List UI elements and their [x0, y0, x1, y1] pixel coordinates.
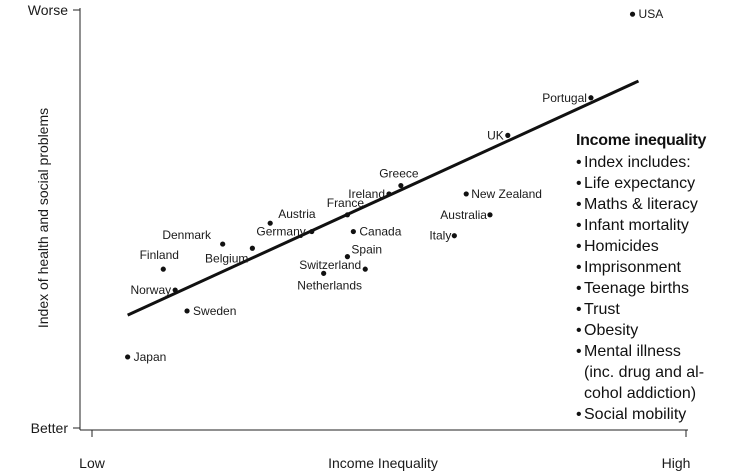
data-point: [309, 228, 315, 235]
legend-list: Index includes: Life expectancy Maths & …: [576, 152, 736, 425]
legend-item: Infant mortality: [576, 215, 736, 236]
y-axis-title: Index of health and social problems: [35, 108, 51, 328]
point-label: UK: [487, 128, 504, 142]
trendline: [127, 79, 640, 317]
legend-item: Teenage births: [576, 278, 736, 299]
point-label: USA: [639, 7, 664, 21]
point-label: Portugal: [542, 91, 587, 105]
legend-item: Imprisonment: [576, 257, 736, 278]
legend-item: Life expectancy: [576, 173, 736, 194]
points-group: USA Portugal UK Greece Ireland New Zealand Fra…: [125, 7, 663, 364]
y-tick-label-high: Worse: [28, 2, 68, 18]
point-label: Spain: [351, 243, 382, 257]
data-point: [350, 228, 356, 235]
legend-item: Maths & literacy: [576, 194, 736, 215]
data-point: [267, 220, 273, 226]
x-tick-label-low: Low: [79, 455, 106, 471]
data-point: [629, 11, 636, 17]
legend-item: Mental illness (inc. drug and al- cohol …: [576, 341, 736, 404]
point-label: Norway: [130, 283, 171, 297]
point-label: Austria: [278, 207, 316, 221]
y-tick-label-low: Better: [31, 420, 69, 436]
data-point: [172, 287, 178, 293]
point-label: France: [327, 196, 365, 210]
data-point: [386, 191, 392, 197]
point-label: Ireland: [348, 187, 385, 201]
data-point: [398, 182, 404, 189]
point-label: Denmark: [162, 228, 212, 242]
data-point: [249, 245, 255, 251]
legend-panel: Income inequality Index includes: Life e…: [576, 132, 736, 425]
point-label: Greece: [379, 167, 419, 181]
point-label: Sweden: [193, 304, 236, 318]
x-axis-title: Income Inequality: [328, 455, 438, 471]
data-point: [321, 270, 327, 276]
point-label: Australia: [440, 208, 487, 222]
axes: Worse Better Low High Income Inequality …: [28, 2, 691, 471]
x-tick-label-high: High: [662, 455, 691, 471]
data-point: [362, 266, 368, 272]
legend-item: Trust: [576, 299, 736, 320]
legend-item: Index includes:: [576, 152, 736, 173]
data-point: [344, 212, 351, 218]
point-label: Canada: [359, 225, 401, 239]
point-label: Italy: [429, 229, 451, 243]
point-label: Belgium: [205, 251, 248, 265]
data-point: [451, 233, 457, 239]
point-label: Finland: [140, 248, 179, 262]
trendline-group: [127, 79, 640, 317]
point-label: Germany: [256, 225, 305, 239]
data-point: [505, 132, 511, 138]
data-point: [220, 241, 226, 247]
data-point: [125, 354, 131, 360]
data-point: [463, 191, 469, 197]
data-point: [487, 212, 493, 218]
point-label: Japan: [134, 350, 167, 364]
data-point: [588, 95, 594, 101]
data-point: [160, 266, 166, 272]
point-label: New Zealand: [471, 187, 542, 201]
legend-item: Obesity: [576, 320, 736, 341]
data-point: [344, 254, 351, 260]
point-label: Switzerland: [299, 258, 361, 272]
legend-title: Income inequality: [576, 132, 707, 149]
data-point: [184, 308, 190, 314]
point-label: Netherlands: [297, 278, 362, 292]
legend-item: Social mobility: [576, 404, 736, 425]
legend-item: Homicides: [576, 236, 736, 257]
